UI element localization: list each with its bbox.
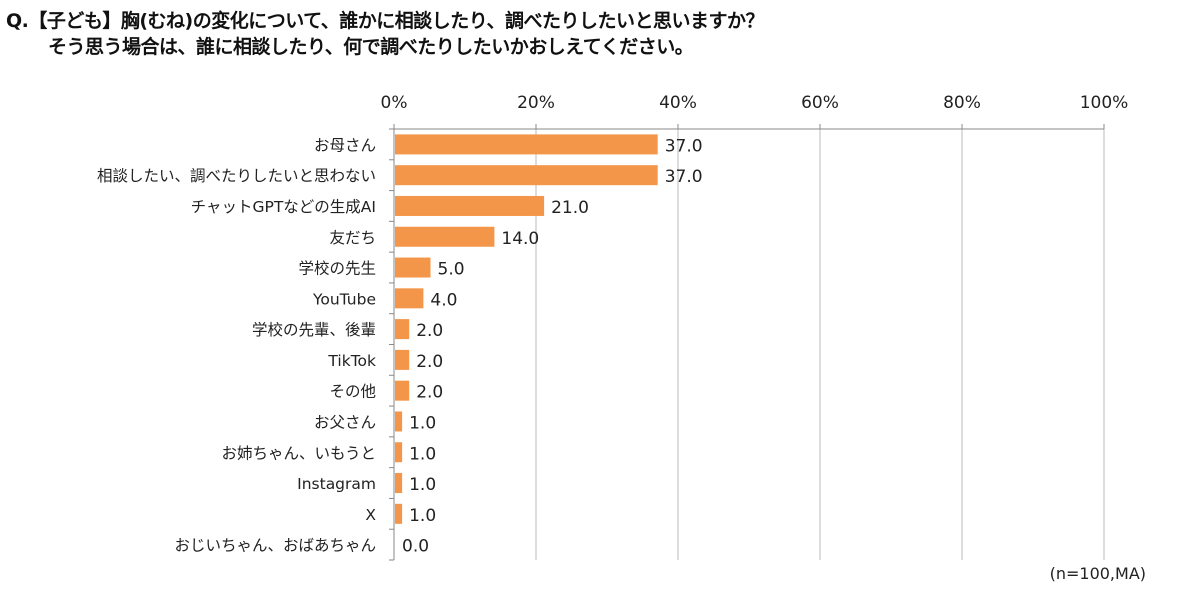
bar <box>395 503 403 524</box>
category-label: YouTube <box>312 290 376 308</box>
bar <box>395 226 495 247</box>
bar <box>395 195 545 216</box>
x-tick-label: 20% <box>517 93 555 113</box>
category-label: おじいちゃん、おばあちゃん <box>174 537 376 555</box>
x-tick-label: 40% <box>659 93 697 113</box>
data-label: 2.0 <box>416 321 443 341</box>
data-label: 2.0 <box>416 352 443 372</box>
data-label: 37.0 <box>665 167 703 187</box>
category-label: 学校の先生 <box>298 260 376 278</box>
data-label: 4.0 <box>430 290 457 310</box>
data-label: 21.0 <box>551 198 589 218</box>
category-label: お母さん <box>314 136 376 154</box>
data-label: 37.0 <box>665 136 703 156</box>
bar <box>395 165 658 186</box>
data-label: 5.0 <box>438 260 465 280</box>
category-label: 友だち <box>329 229 376 247</box>
data-label: 1.0 <box>409 475 436 495</box>
sample-note: (n=100,MA) <box>1050 564 1146 583</box>
category-label: 相談したい、調べたりしたいと思わない <box>97 167 376 185</box>
x-tick-label: 60% <box>801 93 839 113</box>
data-label: 1.0 <box>409 413 436 433</box>
x-tick-label: 80% <box>943 93 981 113</box>
category-label: お父さん <box>314 413 376 431</box>
bar <box>395 380 410 401</box>
data-label: 2.0 <box>416 383 443 403</box>
bar <box>395 288 424 309</box>
data-label: 1.0 <box>409 506 436 526</box>
data-label: 0.0 <box>402 537 429 557</box>
bar <box>395 411 403 432</box>
category-label: X <box>365 506 376 524</box>
bar <box>395 473 403 494</box>
x-tick-label: 0% <box>381 93 408 113</box>
bar <box>395 134 658 155</box>
bar <box>395 349 410 370</box>
category-label: お姉ちゃん、いもうと <box>221 444 376 462</box>
category-label: チャットGPTなどの生成AI <box>191 198 376 216</box>
category-label: TikTok <box>327 352 376 370</box>
bar <box>395 442 403 463</box>
chart-title-line1: Q.【子ども】胸(むね)の変化について、誰かに相談したり、調べたりしたいと思いま… <box>6 10 764 32</box>
bar <box>395 319 410 340</box>
category-label: Instagram <box>297 475 376 493</box>
category-label: 学校の先輩、後輩 <box>252 321 376 339</box>
x-tick-label: 100% <box>1080 93 1129 113</box>
data-label: 1.0 <box>409 444 436 464</box>
bar <box>395 257 431 278</box>
chart-title-line2: そう思う場合は、誰に相談したり、何で調べたりしたいかおしえてください。 <box>48 36 694 58</box>
data-label: 14.0 <box>501 229 539 249</box>
category-label: その他 <box>329 383 376 401</box>
